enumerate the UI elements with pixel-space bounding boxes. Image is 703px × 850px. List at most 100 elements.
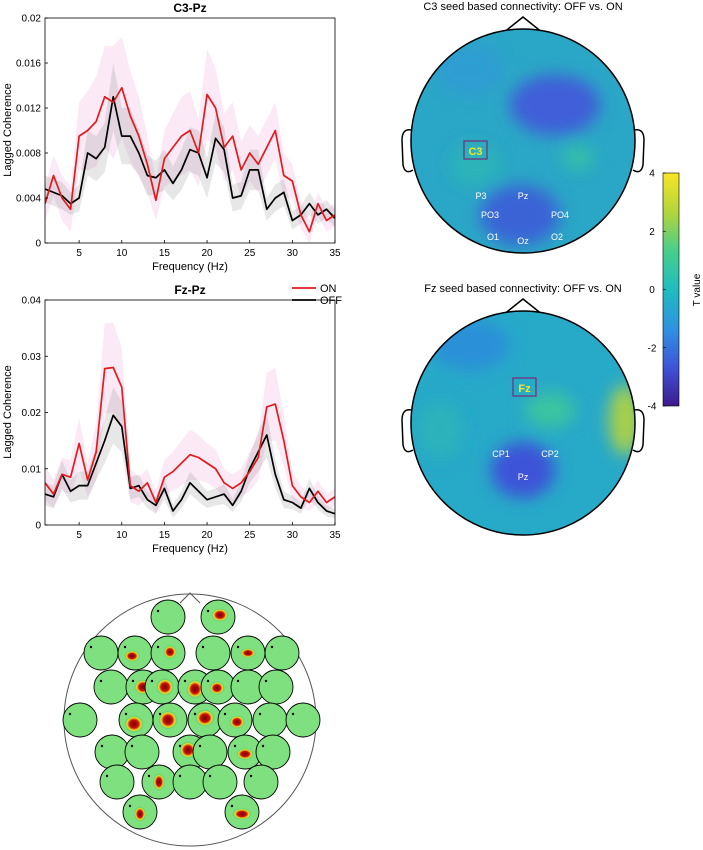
x-tick-label: 10: [116, 248, 128, 259]
seed-label: C3: [468, 146, 482, 158]
seed-marker: [512, 377, 537, 397]
montage-nose: [179, 592, 201, 604]
series-line-off: [45, 95, 335, 222]
colorbar-tick-label: -4: [648, 402, 657, 413]
electrode-dot: [89, 645, 93, 649]
electrode-dot: [100, 744, 104, 748]
electrode-topomap: [192, 734, 228, 770]
confidence-bands: [45, 322, 335, 519]
electrode-topomap: [99, 764, 135, 800]
plot-frame: [44, 17, 336, 244]
connectivity-blob: [240, 648, 256, 658]
c3-seed-connectivity-map: C3 seed based connectivity: OFF vs. ON C…: [401, 1, 645, 254]
electrode-dot: [193, 712, 197, 716]
electrode-montage-topomaps: [62, 592, 321, 847]
chart-title: Fz-Pz: [174, 283, 205, 297]
seed-marker: [463, 140, 488, 160]
y-axis-label: Lagged Coherence: [2, 365, 14, 459]
colorbar-tick-label: -2: [648, 343, 657, 354]
electrode-topomap: [172, 764, 208, 800]
connectivity-blob: [134, 806, 146, 822]
confidence-bands: [45, 37, 335, 243]
y-tick-label: 0.016: [16, 59, 41, 70]
c3-pz-coherence-panel: C3-Pz 5 10 15 20 25 30 35 0 0.004 0.008 0.012 0.016…: [2, 1, 341, 273]
electrode-dot: [123, 645, 127, 649]
band-on: [45, 322, 335, 514]
series-line-on: [45, 86, 335, 233]
electrode-dot: [156, 645, 160, 649]
head-outline: [410, 310, 636, 536]
legend-label-on: ON: [320, 283, 337, 295]
electrode-topomap: [258, 669, 294, 705]
electrode-dot: [249, 774, 253, 778]
electrode-topomap: [255, 734, 291, 770]
x-axis-label: Frequency (Hz): [152, 261, 228, 273]
band-on: [45, 37, 335, 243]
map-title: C3 seed based connectivity: OFF vs. ON: [423, 1, 622, 13]
y-tick-label: 0.008: [16, 149, 41, 160]
colorbar-label: T value: [692, 273, 703, 306]
electrode-label: P3: [475, 191, 486, 201]
electrode-dot: [206, 609, 210, 613]
x-tick-label: 20: [201, 530, 213, 541]
electrode-topomap: [94, 734, 130, 770]
electrode-topomap: [83, 635, 119, 671]
colorbar-ticks: 4 2 0 -2 -4: [648, 169, 666, 413]
electrode-dot: [99, 679, 103, 683]
connectivity-blob: [229, 715, 245, 729]
electrode-topomap: [202, 764, 238, 800]
left-ear: [401, 128, 414, 173]
electrode-dot: [206, 679, 210, 683]
x-tick-label: 30: [287, 530, 299, 541]
left-ear: [401, 408, 414, 453]
y-tick-label: 0: [35, 521, 41, 532]
electrode-topomap: [252, 702, 288, 738]
map-title: Fz seed based connectivity: OFF vs. ON: [424, 283, 622, 295]
x-tick-label: 5: [76, 530, 82, 541]
electrode-label: PO4: [551, 210, 569, 220]
electrode-label: PO3: [481, 210, 499, 220]
x-tick-label: 30: [287, 248, 299, 259]
x-tick-label: 25: [244, 248, 256, 259]
connectivity-blob: [211, 608, 229, 622]
electrode-topomap: [243, 764, 279, 800]
electrode-dot: [131, 679, 135, 683]
topography-field: [411, 311, 635, 535]
electrode-dot: [183, 679, 187, 683]
electrode-dot: [124, 712, 128, 716]
electrode-dot: [105, 774, 109, 778]
electrode-dot: [150, 679, 154, 683]
right-ear: [632, 128, 645, 173]
electrode-dot: [178, 744, 182, 748]
connectivity-blob: [186, 679, 204, 699]
connectivity-blob: [124, 715, 144, 733]
electrode-dot: [264, 679, 268, 683]
x-tick-label: 15: [159, 530, 171, 541]
electrode-dot: [68, 712, 72, 716]
electrode-dot: [147, 774, 151, 778]
y-tick-label: 0.02: [22, 14, 42, 25]
y-tick-label: 0.04: [22, 296, 42, 307]
electrode-topomap: [285, 702, 321, 738]
electrode-topomap: [264, 635, 300, 671]
electrode-dot: [261, 744, 265, 748]
connectivity-blob: [163, 645, 177, 659]
electrode-dot: [178, 774, 182, 778]
connectivity-blob: [232, 808, 252, 820]
y-tick-label: 0.02: [22, 408, 42, 419]
electrode-topomap: [93, 669, 129, 705]
electrode-topomap: [62, 702, 98, 738]
x-tick-label: 5: [76, 248, 82, 259]
electrode-dot: [233, 744, 237, 748]
x-tick-label: 35: [329, 248, 341, 259]
electrode-dot: [230, 804, 234, 808]
electrode-dot: [128, 804, 132, 808]
electrode-label: O1: [487, 232, 499, 242]
series-line-on: [45, 366, 335, 504]
connectivity-blob: [124, 650, 140, 662]
electrode-dot: [236, 645, 240, 649]
x-tick-label: 10: [116, 530, 128, 541]
colorbar-tick-label: 0: [649, 285, 655, 296]
y-tick-label: 0: [35, 239, 41, 250]
